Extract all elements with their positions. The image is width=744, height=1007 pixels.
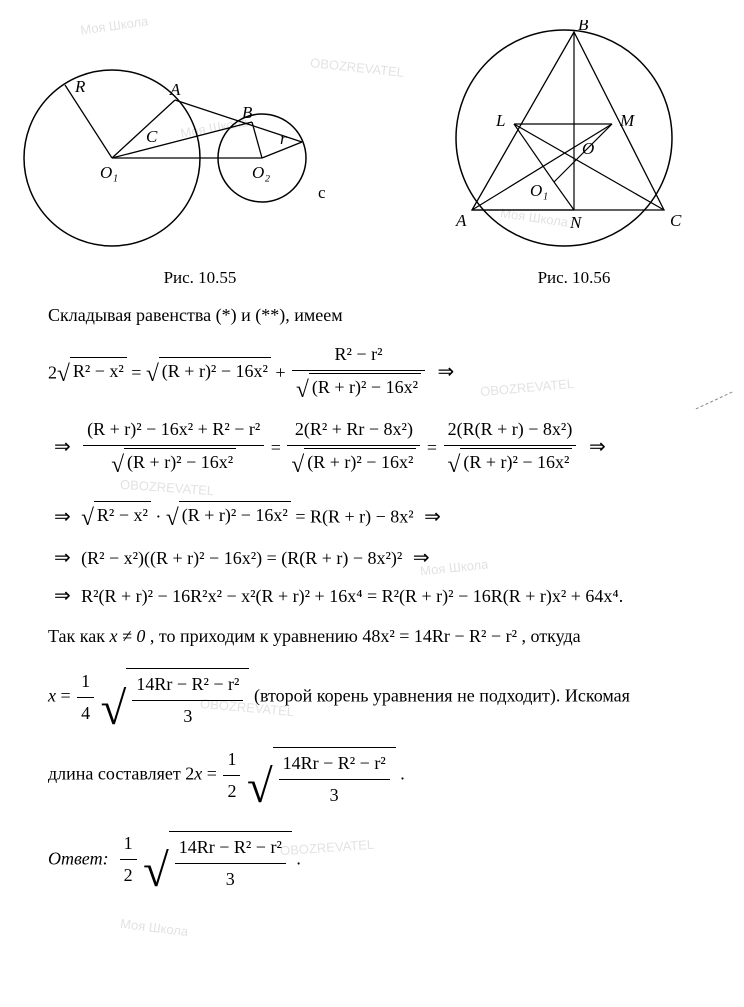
figure-10-56: A B C L M N O O₁ Рис. 10.56	[424, 20, 724, 288]
frac1-num: R² − r²	[292, 341, 425, 371]
para-2: Так как x ≠ 0 , то приходим к уравнению …	[20, 621, 724, 652]
label-O1: O₁	[100, 163, 118, 182]
label-N: N	[569, 213, 583, 232]
label-A: A	[455, 211, 467, 230]
f2a-den: (R + r)² − 16x²	[124, 448, 236, 476]
eq-line-5: ⇒ R²(R + r)² − 16R²x² − x²(R + r)² + 16x…	[48, 582, 724, 612]
label-B: B	[242, 103, 253, 122]
eq4: (R² − x²)((R + r)² − 16x²) = (R(R + r) −…	[81, 548, 402, 568]
eq-quad: 48x² = 14Rr − R² − r²	[362, 626, 517, 646]
label-M: M	[619, 111, 635, 130]
p2b: , то приходим к уравнению	[150, 626, 362, 646]
label-O1r: O₁	[530, 181, 548, 200]
f2b-den: (R + r)² − 16x²	[304, 448, 416, 476]
fig-left-caption: Рис. 10.55	[20, 268, 380, 288]
figure-10-55: R A C B r O₁ O₂ c Рис. 10.55	[20, 40, 380, 288]
eq5: R²(R + r)² − 16R²x² − x²(R + r)² + 16x⁴ …	[81, 586, 623, 606]
label-A: A	[169, 80, 181, 99]
f2b-num: 2(R² + Rr − 8x²)	[287, 416, 420, 446]
eq-x-solution: x = 14 14Rr − R² − r² 3 (второй корень у…	[48, 662, 724, 732]
fig-right-svg: A B C L M N O O₁	[424, 20, 724, 260]
cond: x ≠ 0	[110, 626, 146, 646]
fig-left-svg: R A C B r O₁ O₂ c	[20, 40, 380, 260]
label-r: r	[280, 129, 287, 148]
eq-length: длина составляет 2x = 12 14Rr − R² − r² …	[48, 740, 724, 810]
f2c-den: (R + r)² − 16x²	[460, 448, 572, 476]
label-B: B	[578, 20, 589, 34]
label-R: R	[74, 77, 86, 96]
label-c: c	[318, 183, 326, 202]
f2c-num: 2(R(R + r) − 8x²)	[444, 416, 577, 446]
label-O: O	[582, 139, 594, 158]
ans-den1: 3	[132, 701, 243, 730]
ans-num3: 14Rr − R² − r²	[175, 834, 286, 864]
sqrt-Rpr: (R + r)² − 16x²	[159, 357, 271, 385]
label-L: L	[495, 111, 505, 130]
label-C: C	[146, 127, 158, 146]
rhs3: R(R + r) − 8x²	[310, 507, 414, 527]
ans-num2: 14Rr − R² − r²	[279, 750, 390, 780]
p2a: Так как	[48, 626, 110, 646]
label-C: C	[670, 211, 682, 230]
sqrt-R2mx2: R² − x²	[70, 357, 127, 385]
p4: длина составляет	[48, 764, 185, 784]
fig-right-caption: Рис. 10.56	[424, 268, 724, 288]
sq3b: (R + r)² − 16x²	[179, 501, 291, 529]
ans-num1: 14Rr − R² − r²	[132, 671, 243, 701]
label-O2: O₂	[252, 163, 270, 182]
ans-den2: 3	[279, 780, 390, 809]
ans-den3: 3	[175, 864, 286, 893]
frac1-den: (R + r)² − 16x²	[309, 373, 421, 401]
answer-label: Ответ:	[48, 848, 109, 868]
answer-line: Ответ: 12 14Rr − R² − r² 3 .	[48, 825, 724, 895]
p3a: (второй корень уравнения не подходит). И…	[254, 685, 630, 705]
f2a-num: (R + r)² − 16x² + R² − r²	[83, 416, 264, 446]
figures-row: R A C B r O₁ O₂ c Рис. 10.55 A B C L	[20, 20, 724, 288]
para-1: Складывая равенства (*) и (**), имеем	[20, 300, 724, 331]
sq3a: R² − x²	[94, 501, 151, 529]
p2c: , откуда	[521, 626, 580, 646]
eq-line-3: ⇒ R² − x² · (R + r)² − 16x² = R(R + r) −…	[48, 501, 724, 536]
eq-line-4: ⇒ (R² − x²)((R + r)² − 16x²) = (R(R + r)…	[48, 544, 724, 574]
eq-line-1: 2R² − x² = (R + r)² − 16x² + R² − r² (R …	[48, 341, 724, 408]
eq-line-2: ⇒ (R + r)² − 16x² + R² − r² (R + r)² − 1…	[48, 416, 724, 483]
